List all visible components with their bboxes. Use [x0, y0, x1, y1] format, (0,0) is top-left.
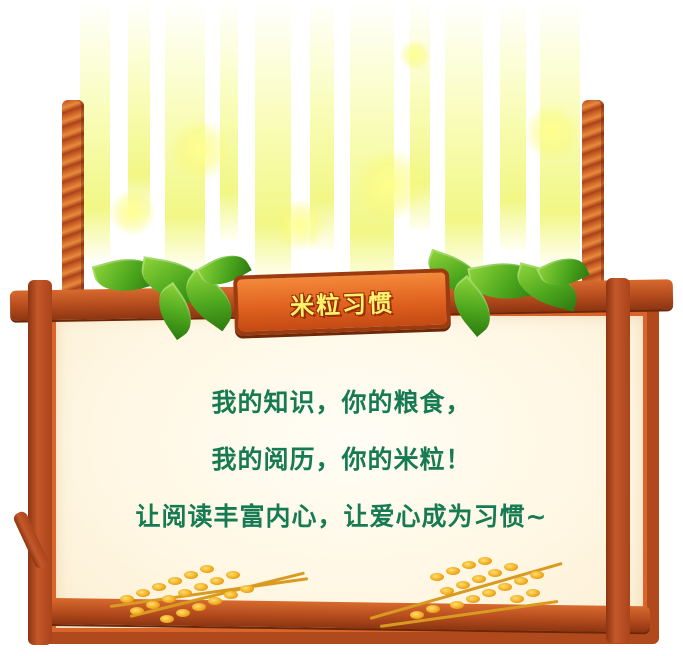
wheat-right-icon [360, 555, 580, 635]
body-line-2: 我的阅历，你的米粒！ [211, 445, 472, 474]
wheat-left-icon [100, 555, 320, 635]
right-post [606, 278, 630, 643]
left-rope-icon [62, 100, 84, 300]
left-post [28, 280, 52, 645]
light-rays [70, 0, 610, 300]
title-sign: 米粒习惯 [233, 268, 451, 336]
body-line-3: 让阅读丰富内心，让爱心成为习惯~ [135, 502, 548, 531]
right-rope-icon [582, 100, 604, 300]
body-line-1: 我的知识，你的粮食， [211, 388, 472, 417]
title-text: 米粒习惯 [289, 288, 395, 321]
